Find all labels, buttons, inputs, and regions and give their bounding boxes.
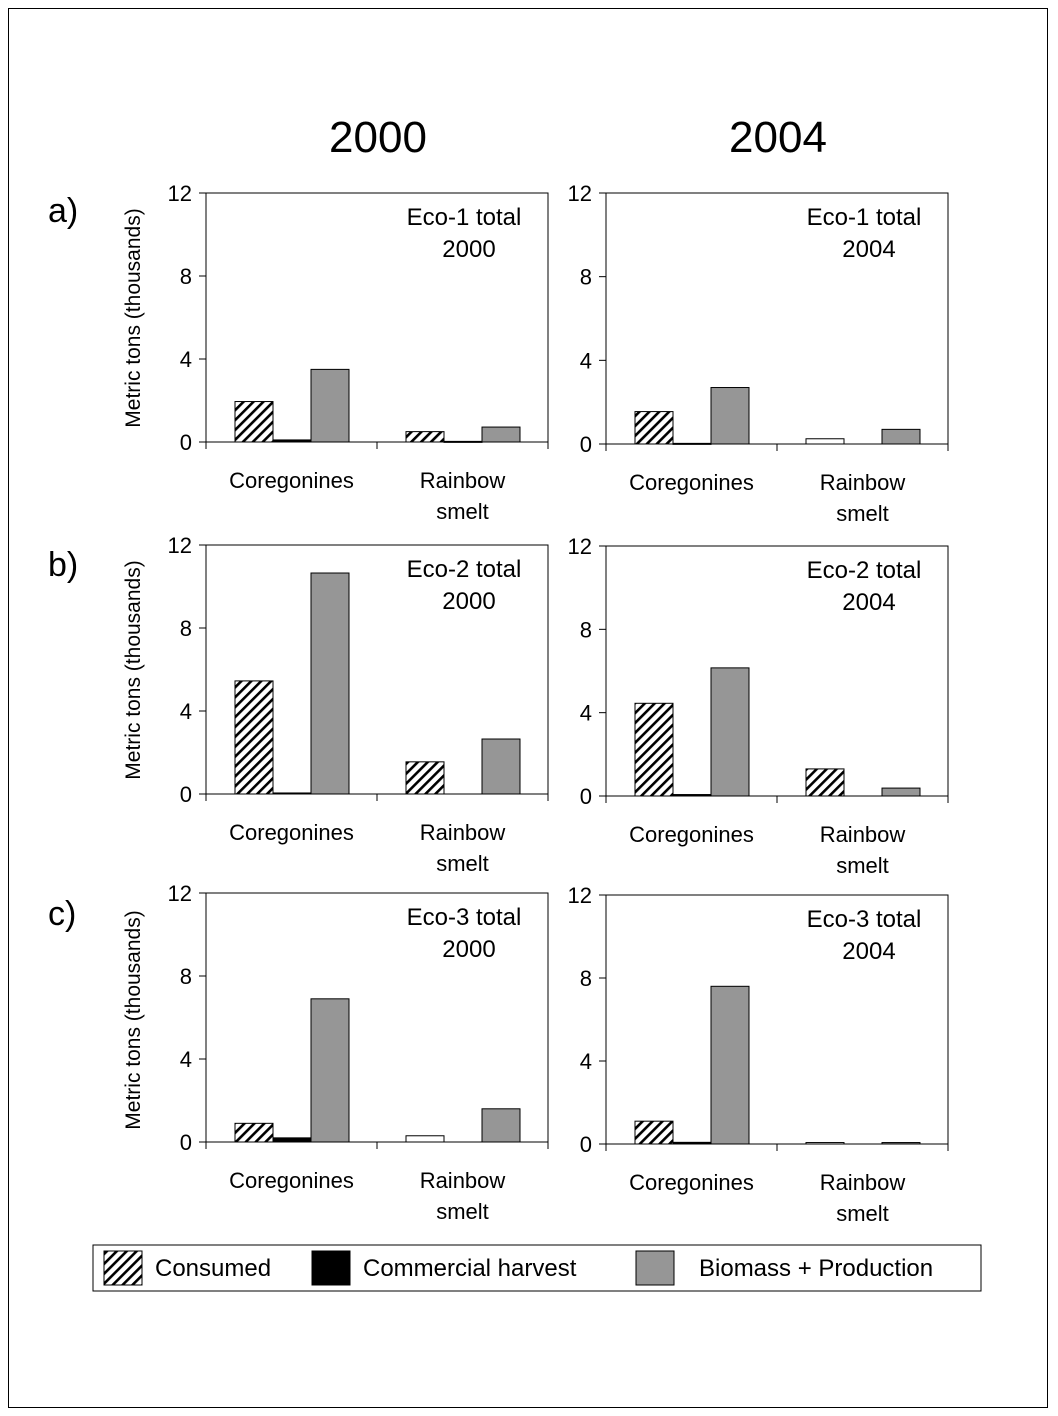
y-tick-label: 4 [180, 699, 192, 724]
y-tick-label: 12 [568, 534, 592, 559]
legend-swatch-commercial-harvest [311, 1250, 351, 1286]
y-tick-label: 12 [168, 881, 192, 906]
panel-5: 0 4 8 12 Coregonines Rainbow smelt Eco-3 total 2… [168, 881, 549, 1224]
panel-title: Eco-1 total 2000 [407, 204, 522, 263]
legend-label-biomass-production: Biomass + Production [699, 1255, 933, 1282]
bar-consumed-rainbow-smelt [805, 768, 845, 797]
panel-2: 0 4 8 12 Coregonines Rainbow smelt Eco-1 total 2… [568, 181, 949, 526]
bar-commercial-harvest-coregonines [272, 792, 312, 795]
legend-box [92, 1244, 982, 1292]
bar-commercial-harvest-coregonines [672, 442, 712, 445]
x-tick-label-coregonines: Coregonines [629, 1170, 754, 1195]
y-tick-label: 0 [180, 782, 192, 807]
bar-consumed-rainbow-smelt [405, 431, 445, 443]
bar-biomass-production-rainbow-smelt [481, 1108, 521, 1143]
panel-title: Eco-3 total 2004 [807, 906, 922, 965]
legend-label-consumed: Consumed [155, 1255, 271, 1282]
panel-title: Eco-3 total 2000 [407, 904, 522, 963]
bar-commercial-harvest-coregonines [272, 439, 312, 443]
y-tick-label: 12 [168, 181, 192, 206]
x-tick-label-rainbow-smelt: Rainbow smelt [820, 822, 906, 878]
figure-frame [8, 8, 1048, 1408]
x-tick-label-coregonines: Coregonines [229, 1168, 354, 1193]
y-axis-label-row-c: Metric tons (thousands) [122, 910, 145, 1129]
bar-commercial-harvest-coregonines [272, 1137, 312, 1143]
y-tick-label: 8 [580, 966, 592, 991]
row-label-a: a) [48, 192, 78, 230]
x-tick-label-rainbow-smelt: Rainbow smelt [420, 1168, 506, 1224]
chart-panels: 0 4 8 12 Coregonines Rainbow smelt Eco-1 total 2… [168, 181, 949, 1226]
bar-biomass-production-coregonines [710, 387, 750, 445]
panel-title: Eco-2 total 2004 [807, 557, 922, 616]
bar-consumed-coregonines [234, 401, 274, 443]
column-title-2004: 2004 [729, 113, 827, 162]
bar-biomass-production-rainbow-smelt [481, 426, 521, 443]
y-tick-label: 8 [580, 617, 592, 642]
y-axis-label-row-a: Metric tons (thousands) [122, 208, 145, 427]
legend-swatch-consumed [103, 1250, 143, 1286]
y-axis-label-row-b: Metric tons (thousands) [122, 560, 145, 779]
bar-consumed-coregonines [634, 702, 674, 797]
x-tick-label-coregonines: Coregonines [629, 470, 754, 495]
bar-consumed-coregonines [634, 411, 674, 445]
column-title-2000: 2000 [329, 113, 427, 162]
bar-biomass-production-coregonines [710, 667, 750, 797]
y-tick-label: 12 [568, 883, 592, 908]
bar-consumed-rainbow-smelt [405, 761, 445, 795]
bar-consumed-rainbow-smelt [805, 1142, 845, 1145]
panel-title: Eco-2 total 2000 [407, 556, 522, 615]
legend-swatch-biomass-production [635, 1250, 675, 1286]
y-tick-label: 4 [180, 1047, 192, 1072]
panel-1: 0 4 8 12 Coregonines Rainbow smelt Eco-1 total 2… [168, 181, 549, 524]
bar-commercial-harvest-coregonines [672, 794, 712, 797]
bar-commercial-harvest-coregonines [672, 1141, 712, 1145]
y-tick-label: 0 [180, 1130, 192, 1155]
bar-consumed-coregonines [634, 1120, 674, 1145]
panel-6: 0 4 8 12 Coregonines Rainbow smelt Eco-3 total 2… [568, 883, 949, 1226]
y-tick-label: 8 [180, 264, 192, 289]
x-tick-label-rainbow-smelt: Rainbow smelt [420, 820, 506, 876]
legend-label-commercial-harvest: Commercial harvest [363, 1255, 577, 1282]
bar-biomass-production-rainbow-smelt [481, 738, 521, 795]
y-tick-label: 0 [580, 784, 592, 809]
x-tick-label-coregonines: Coregonines [629, 822, 754, 847]
bar-consumed-rainbow-smelt [405, 1135, 445, 1143]
y-tick-label: 0 [580, 1132, 592, 1157]
bar-biomass-production-coregonines [710, 985, 750, 1145]
y-tick-label: 0 [580, 432, 592, 457]
y-tick-label: 12 [568, 181, 592, 206]
x-tick-label-rainbow-smelt: Rainbow smelt [820, 470, 906, 526]
y-tick-label: 4 [580, 348, 592, 373]
bar-biomass-production-rainbow-smelt [881, 428, 921, 445]
bar-consumed-coregonines [234, 1122, 274, 1143]
bar-biomass-production-rainbow-smelt [881, 787, 921, 797]
panel-title: Eco-1 total 2004 [807, 204, 922, 263]
bar-consumed-coregonines [234, 680, 274, 795]
row-label-c: c) [48, 895, 76, 933]
y-tick-label: 0 [180, 430, 192, 455]
y-tick-label: 4 [580, 701, 592, 726]
y-tick-label: 4 [580, 1049, 592, 1074]
y-tick-label: 12 [168, 533, 192, 558]
panel-3: 0 4 8 12 Coregonines Rainbow smelt Eco-2 total 2… [168, 533, 549, 876]
bar-biomass-production-coregonines [310, 368, 350, 443]
y-tick-label: 4 [180, 347, 192, 372]
panel-4: 0 4 8 12 Coregonines Rainbow smelt Eco-2 total 2… [568, 534, 949, 878]
y-tick-label: 8 [180, 964, 192, 989]
x-tick-label-rainbow-smelt: Rainbow smelt [820, 1170, 906, 1226]
x-tick-label-rainbow-smelt: Rainbow smelt [420, 468, 506, 524]
y-tick-label: 8 [580, 265, 592, 290]
bar-biomass-production-coregonines [310, 998, 350, 1143]
bar-biomass-production-rainbow-smelt [881, 1142, 921, 1145]
row-label-b: b) [48, 546, 78, 584]
x-tick-label-coregonines: Coregonines [229, 820, 354, 845]
x-tick-label-coregonines: Coregonines [229, 468, 354, 493]
bar-commercial-harvest-rainbow-smelt [443, 440, 483, 443]
y-tick-label: 8 [180, 616, 192, 641]
legend: Consumed Commercial harvest Biomass + Pr… [92, 1244, 982, 1292]
bar-consumed-rainbow-smelt [805, 438, 845, 445]
bar-biomass-production-coregonines [310, 572, 350, 795]
